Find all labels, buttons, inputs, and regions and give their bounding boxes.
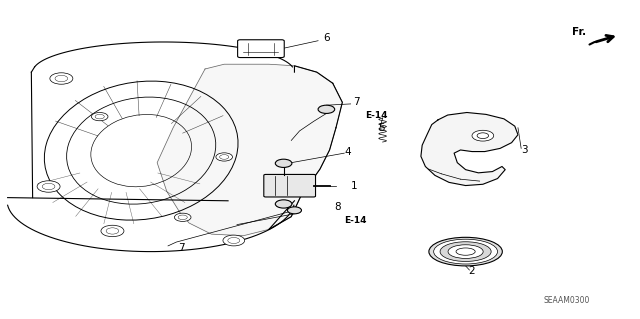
Circle shape [55,75,68,82]
Circle shape [472,130,493,141]
Circle shape [95,114,104,119]
Text: 4: 4 [344,146,351,157]
Circle shape [37,181,60,192]
Ellipse shape [440,242,491,262]
Text: 8: 8 [334,202,340,211]
Circle shape [106,228,119,234]
FancyBboxPatch shape [237,40,284,57]
Ellipse shape [434,239,497,264]
Text: Fr.: Fr. [572,27,586,37]
Text: E-14: E-14 [344,216,367,225]
Text: 5: 5 [379,123,385,133]
Circle shape [42,183,55,189]
Circle shape [92,113,108,121]
Circle shape [220,155,228,159]
Circle shape [275,200,292,208]
Text: E-14: E-14 [365,111,387,120]
Polygon shape [157,64,342,236]
Text: SEAAM0300: SEAAM0300 [544,296,590,305]
Text: 2: 2 [468,266,476,276]
Text: 7: 7 [178,243,185,253]
Circle shape [178,215,188,219]
Circle shape [216,153,232,161]
Circle shape [287,207,301,214]
Circle shape [223,235,244,246]
Circle shape [275,159,292,167]
Circle shape [228,238,240,243]
Circle shape [50,73,73,84]
Text: 6: 6 [323,33,330,43]
Circle shape [318,105,335,114]
Text: 1: 1 [351,182,357,191]
Circle shape [477,133,488,138]
FancyBboxPatch shape [264,174,316,197]
Ellipse shape [448,245,483,258]
Text: 7: 7 [353,97,360,107]
Polygon shape [421,113,518,186]
Ellipse shape [429,237,502,266]
Text: 3: 3 [521,145,527,155]
Circle shape [174,213,191,221]
Circle shape [101,225,124,237]
Ellipse shape [456,248,475,255]
